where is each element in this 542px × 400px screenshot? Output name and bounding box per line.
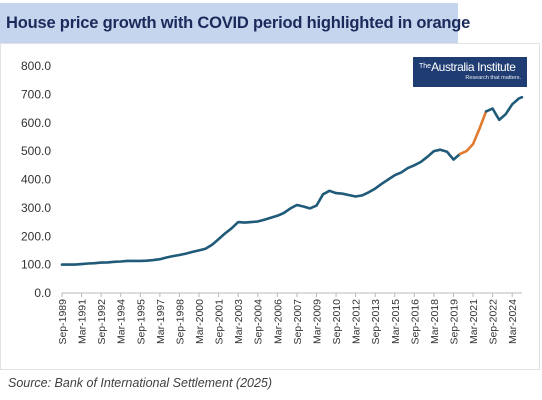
y-tick-label: 600.0 bbox=[21, 116, 51, 130]
logo-name: Australia Institute bbox=[431, 60, 516, 74]
x-tick-label: Sep-1995 bbox=[135, 299, 147, 345]
x-tick-label: Mar-1994 bbox=[116, 299, 128, 344]
chart-title: House price growth with COVID period hig… bbox=[0, 3, 470, 43]
x-tick-label: Mar-2021 bbox=[468, 299, 480, 344]
y-tick-label: 0.0 bbox=[34, 286, 51, 300]
x-tick-label: Mar-2012 bbox=[351, 299, 363, 344]
x-tick-label: Sep-1989 bbox=[57, 299, 69, 345]
x-tick-label: Sep-2001 bbox=[214, 299, 226, 345]
series-group bbox=[60, 95, 524, 266]
x-tick-label: Mar-2024 bbox=[507, 299, 519, 344]
x-tick-label: Sep-2016 bbox=[409, 299, 421, 345]
y-tick-label: 300.0 bbox=[21, 201, 51, 215]
x-tick-label: Mar-2003 bbox=[233, 299, 245, 344]
house-price-line-post-covid bbox=[484, 95, 524, 122]
house-price-line-covid bbox=[458, 110, 488, 156]
y-tick-label: 200.0 bbox=[21, 229, 51, 243]
x-tick-label: Sep-2022 bbox=[488, 299, 500, 345]
x-tick-label: Mar-2018 bbox=[429, 299, 441, 344]
logo-the: The bbox=[419, 63, 432, 70]
x-tick-label: Mar-2000 bbox=[194, 299, 206, 344]
x-tick-label: Sep-1998 bbox=[174, 299, 186, 345]
y-tick-label: 400.0 bbox=[21, 173, 51, 187]
line-chart: 0.0 100.0 200.0 300.0 400.0 500.0 600.0 700.0 80… bbox=[21, 59, 524, 345]
x-tick-label: Mar-1991 bbox=[77, 299, 89, 344]
x-tick-label: Mar-2015 bbox=[390, 299, 402, 344]
australia-institute-logo: TheAustralia Institute Research that mat… bbox=[413, 57, 527, 87]
x-tick-label: Sep-2013 bbox=[370, 299, 382, 345]
x-tick-label: Mar-2006 bbox=[272, 299, 284, 344]
source-note: Source: Bank of International Settlement… bbox=[8, 376, 273, 390]
x-tick-label: Mar-2009 bbox=[311, 299, 323, 344]
chart-frame bbox=[0, 43, 540, 370]
y-axis: 0.0 100.0 200.0 300.0 400.0 500.0 600.0 700.0 80… bbox=[21, 59, 51, 300]
logo-tagline: Research that matters. bbox=[465, 75, 521, 81]
x-tick-label: Sep-2019 bbox=[448, 299, 460, 345]
x-tick-label: Sep-2010 bbox=[331, 299, 343, 345]
y-tick-label: 100.0 bbox=[21, 258, 51, 272]
house-price-line-pre-covid bbox=[60, 148, 462, 266]
x-axis: Sep-1989 Mar-1991 Sep-1992 Mar-1994 Sep-1995… bbox=[57, 292, 522, 345]
y-tick-label: 500.0 bbox=[21, 144, 51, 158]
x-tick-label: Sep-1992 bbox=[96, 299, 108, 345]
y-tick-label: 800.0 bbox=[21, 59, 51, 73]
x-tick-label: Mar-1997 bbox=[155, 299, 167, 344]
y-tick-label: 700.0 bbox=[21, 87, 51, 101]
x-tick-label: Sep-2007 bbox=[292, 299, 304, 345]
x-tick-label: Sep-2004 bbox=[253, 299, 265, 345]
